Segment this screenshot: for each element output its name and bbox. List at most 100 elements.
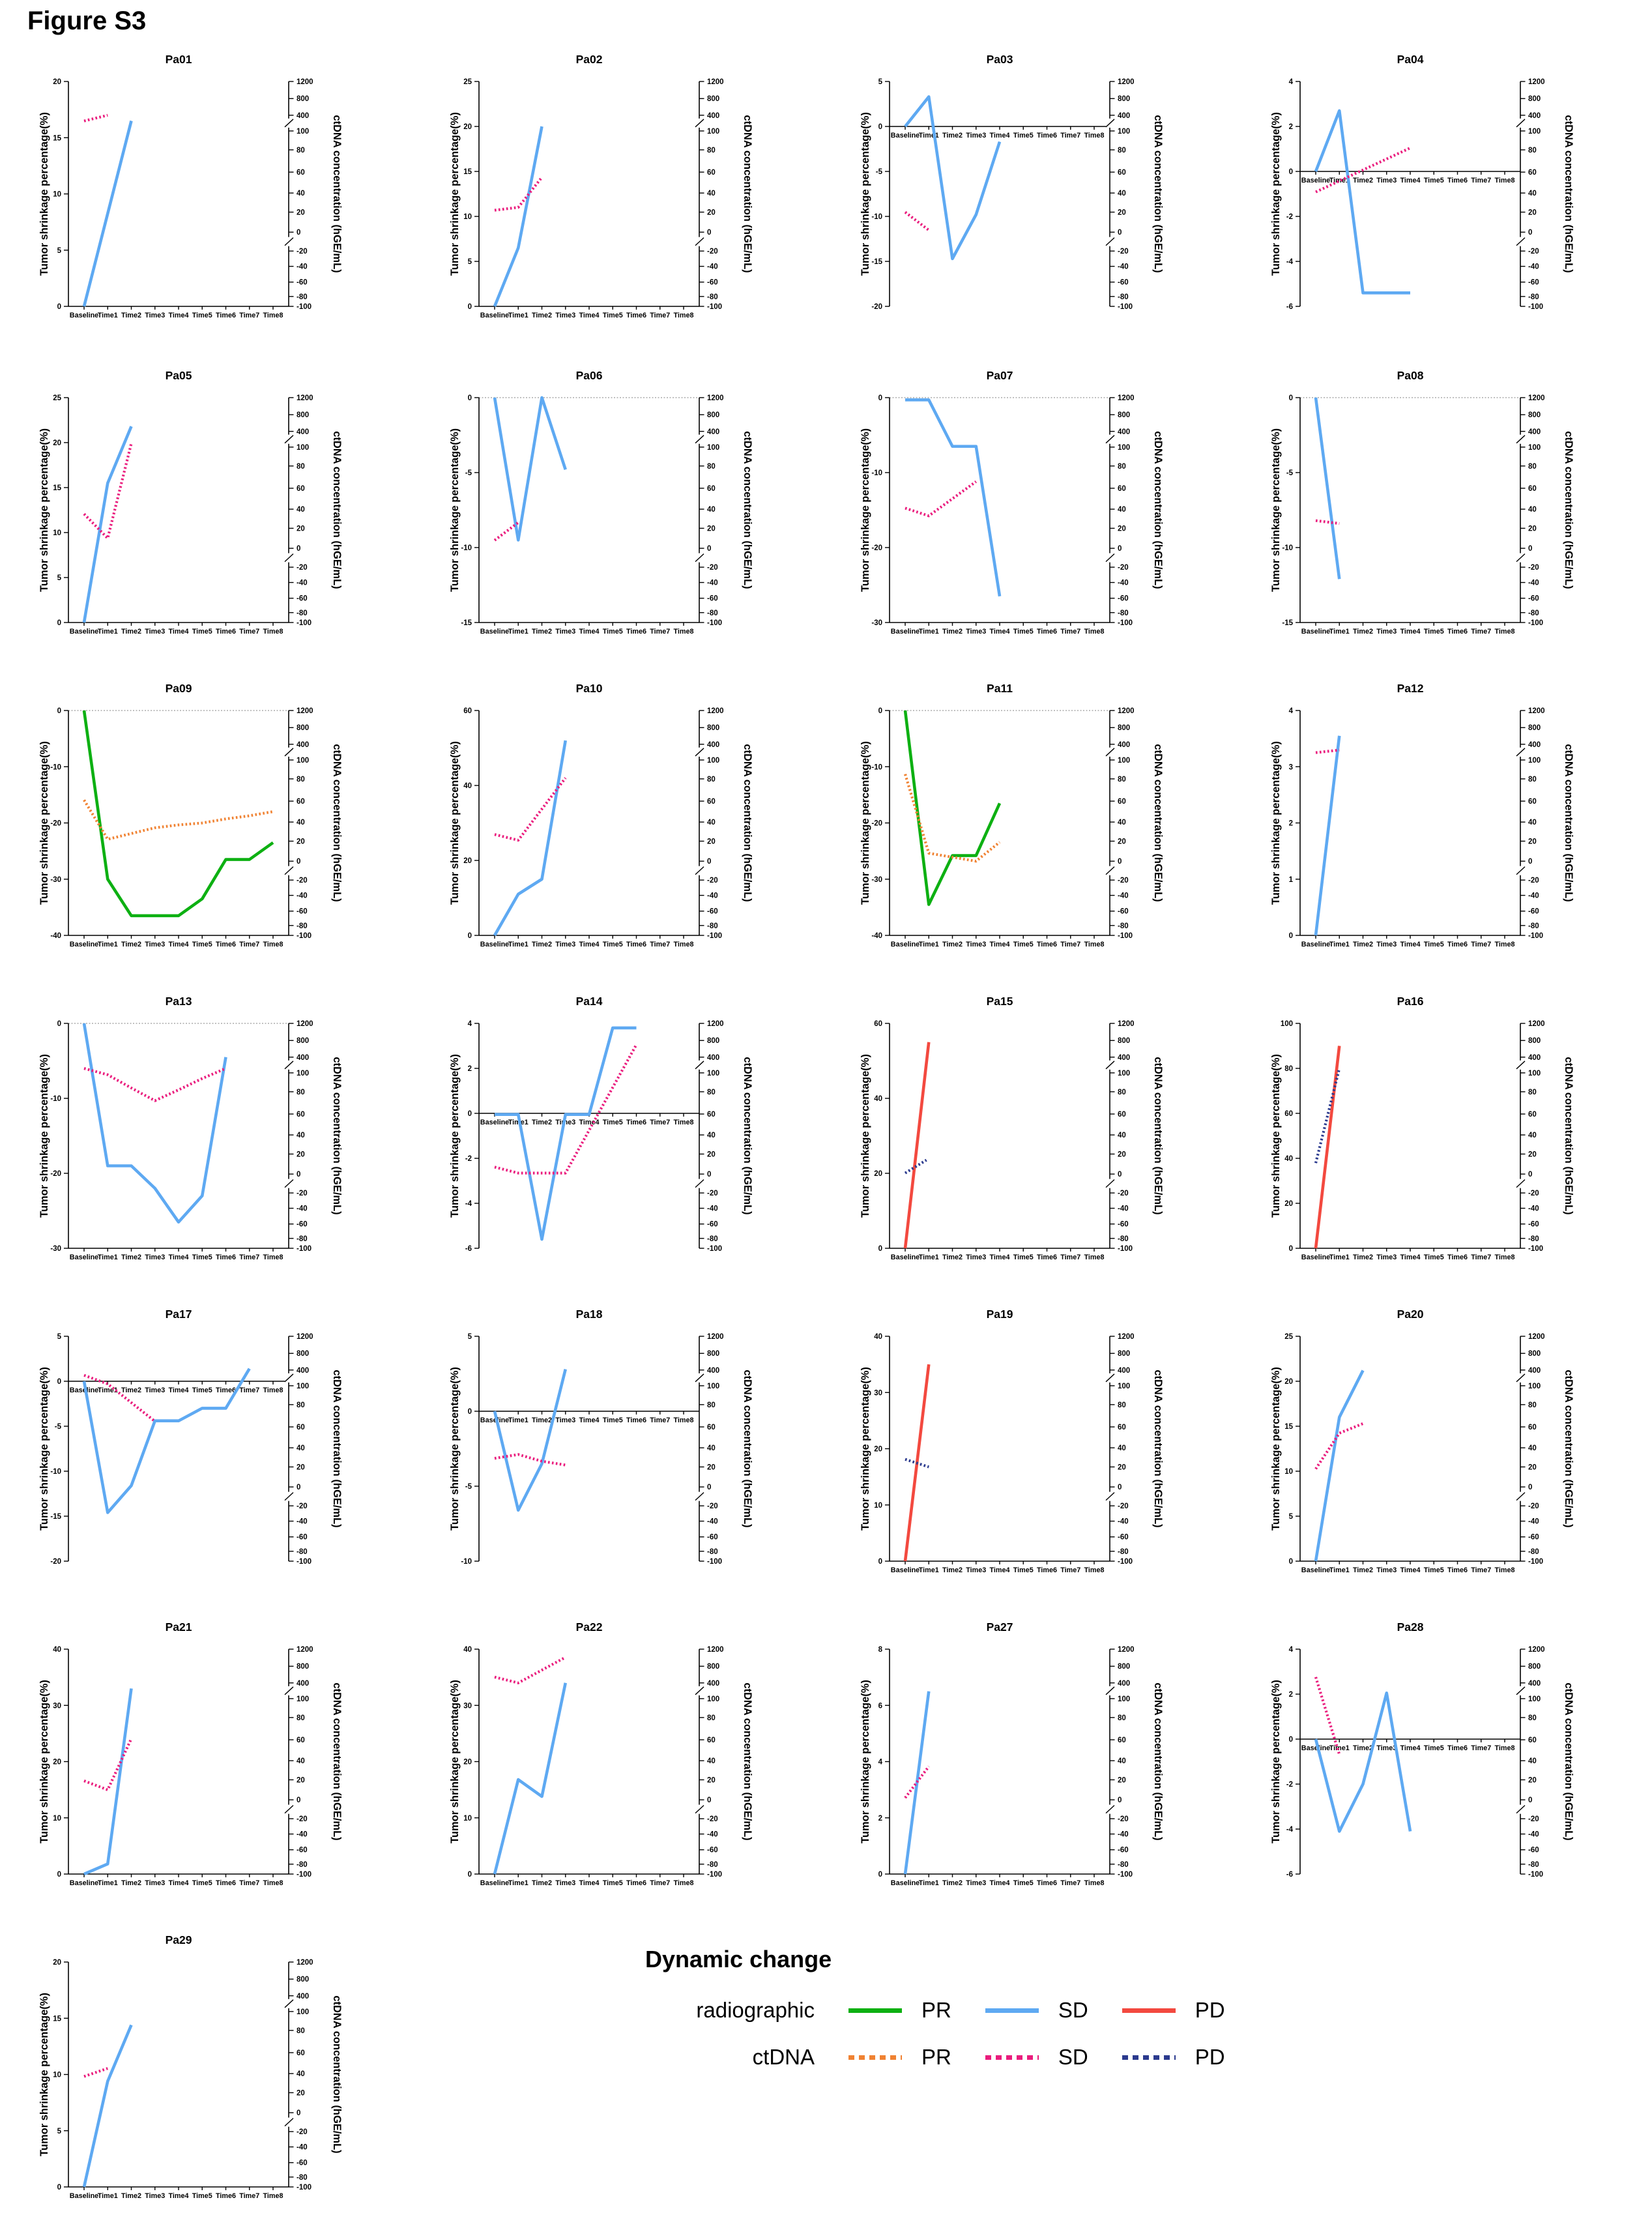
y-tick-label: 1200 <box>1528 78 1545 86</box>
chart-title: Pa18 <box>576 1308 603 1321</box>
tick-label: Tumor shrinkage percentage(%) <box>449 741 461 905</box>
y-tick-label: 0 <box>707 229 711 237</box>
y-tick-label: -60 <box>297 1534 308 1542</box>
y-tick-label: 0 <box>57 1871 61 1879</box>
y-tick-label: -5 <box>465 469 472 477</box>
x-tick-label: Time2 <box>532 312 552 319</box>
x-tick-label: Time5 <box>603 312 623 319</box>
y-tick-label: -40 <box>297 1518 308 1526</box>
tick-label: Tumor shrinkage percentage(%) <box>860 428 871 592</box>
x-tick-label: Time2 <box>532 1119 552 1126</box>
right-axis-label: ctDNA concentration (hGE/mL) <box>1152 115 1164 272</box>
legend-item-radiographic-sd: SD <box>985 1998 1088 2023</box>
y-tick-label: 1200 <box>297 1959 313 1967</box>
x-tick-label: Time7 <box>650 1119 670 1126</box>
y-tick-label: 800 <box>1118 724 1130 732</box>
y-tick-label: 60 <box>297 1111 305 1119</box>
y-tick-label: -40 <box>1118 579 1129 587</box>
y-tick-label: -60 <box>707 1847 718 1854</box>
y-tick-label: 20 <box>707 1463 716 1471</box>
y-tick-label: 0 <box>468 303 472 311</box>
y-tick-label: 80 <box>707 1401 716 1409</box>
y-tick-label: 1200 <box>297 707 313 715</box>
x-tick-label: Time8 <box>263 2192 283 2200</box>
y-tick-label: 60 <box>463 707 472 715</box>
x-tick-label: Time7 <box>239 628 259 636</box>
y-tick-label: 1200 <box>1528 707 1545 715</box>
chart-svg-Pa07: Pa07 Tumor shrinkage percentage(%) ctDNA c… <box>860 369 1164 636</box>
x-tick-label: Time4 <box>989 1566 1009 1574</box>
y-tick-label: 0 <box>1528 545 1532 553</box>
chart-Pa15: Pa15 Tumor shrinkage percentage(%) ctDNA c… <box>847 968 1251 1271</box>
y-tick-label: -20 <box>707 564 718 572</box>
y-tick-label: 5 <box>468 258 472 266</box>
y-tick-label: -40 <box>871 932 882 940</box>
y-tick-label: -100 <box>1118 932 1133 940</box>
y-tick-label: 0 <box>1528 1796 1532 1804</box>
x-tick-label: Time4 <box>989 132 1009 139</box>
y-tick-label: -80 <box>707 922 718 930</box>
y-tick-label: 20 <box>53 1759 61 1766</box>
y-tick-label: 10 <box>874 1502 882 1510</box>
series-ctDNA-SD <box>904 1765 930 1799</box>
y-tick-label: -6 <box>1286 303 1293 311</box>
x-tick-label: Time5 <box>1424 1253 1444 1261</box>
chart-title: Pa29 <box>166 1933 192 1946</box>
y-tick-label: 60 <box>707 485 716 493</box>
y-tick-label: 800 <box>297 95 309 103</box>
y-tick-label: 1200 <box>1118 78 1135 86</box>
x-tick-label: Time3 <box>966 1566 986 1574</box>
axis-break-icon <box>1516 1492 1526 1501</box>
y-tick-label: 20 <box>53 78 61 86</box>
y-tick-label: -20 <box>1528 1190 1539 1197</box>
y-tick-label: 400 <box>707 112 719 120</box>
x-tick-label: Baseline <box>70 2192 98 2200</box>
x-tick-label: Time1 <box>98 312 118 319</box>
chart-svg-Pa21: Pa21 Tumor shrinkage percentage(%) ctDNA c… <box>38 1620 343 1887</box>
y-tick-label: 0 <box>1289 394 1293 402</box>
x-tick-label: Baseline <box>70 1386 98 1394</box>
axis-break-icon <box>1516 1805 1526 1814</box>
y-tick-label: 100 <box>1118 757 1130 765</box>
tick-label: ctDNA concentration (hGE/mL) <box>331 1682 343 1840</box>
axis-break-icon <box>1516 1179 1526 1188</box>
y-tick-label: 20 <box>1118 1776 1126 1784</box>
x-tick-label: Time4 <box>1400 1566 1420 1574</box>
y-tick-label: -80 <box>1528 1548 1539 1556</box>
y-tick-label: -100 <box>707 619 722 627</box>
chart-svg-Pa14: Pa14 Tumor shrinkage percentage(%) ctDNA c… <box>449 995 753 1253</box>
y-tick-label: 0 <box>297 858 300 866</box>
y-tick-label: 30 <box>463 1702 472 1710</box>
series-ctDNA-SD <box>1314 1677 1341 1755</box>
x-tick-label: Time6 <box>1447 1744 1468 1752</box>
x-tick-label: Time1 <box>98 628 118 636</box>
series-ctDNA-SD <box>1315 147 1411 194</box>
x-tick-label: Time8 <box>263 628 283 636</box>
y-tick-label: -2 <box>1286 1781 1293 1789</box>
y-tick-label: 40 <box>297 2070 305 2078</box>
y-tick-label: 1200 <box>297 78 313 86</box>
y-tick-label: -15 <box>461 619 472 627</box>
axis-break-icon <box>1105 435 1115 444</box>
x-tick-label: Time4 <box>579 941 599 948</box>
y-tick-label: 60 <box>1528 169 1537 177</box>
chart-svg-Pa19: Pa19 Tumor shrinkage percentage(%) ctDNA c… <box>860 1308 1164 1574</box>
x-tick-label: Baseline <box>891 1879 920 1887</box>
y-tick-label: 1200 <box>1118 1020 1135 1028</box>
x-tick-label: Time5 <box>1424 628 1444 636</box>
axis-break-icon <box>1516 1373 1526 1383</box>
y-tick-label: 80 <box>297 147 305 154</box>
y-tick-label: 40 <box>1528 190 1537 198</box>
y-tick-label: 80 <box>297 1401 305 1409</box>
series-ctDNA-SD <box>905 480 977 518</box>
x-tick-label: Time5 <box>1013 941 1034 948</box>
y-tick-label: 15 <box>1284 1423 1293 1431</box>
y-tick-label: 800 <box>297 1663 309 1671</box>
chart-Pa04: Pa04 Tumor shrinkage percentage(%) ctDNA c… <box>1258 26 1652 329</box>
x-tick-label: Baseline <box>891 941 920 948</box>
y-tick-label: 0 <box>1289 168 1293 176</box>
legend-item-ctdna-pd: PD <box>1122 2045 1225 2070</box>
x-tick-label: Time4 <box>989 941 1009 948</box>
x-tick-label: Time2 <box>121 1253 141 1261</box>
x-tick-label: Time6 <box>216 2192 236 2200</box>
